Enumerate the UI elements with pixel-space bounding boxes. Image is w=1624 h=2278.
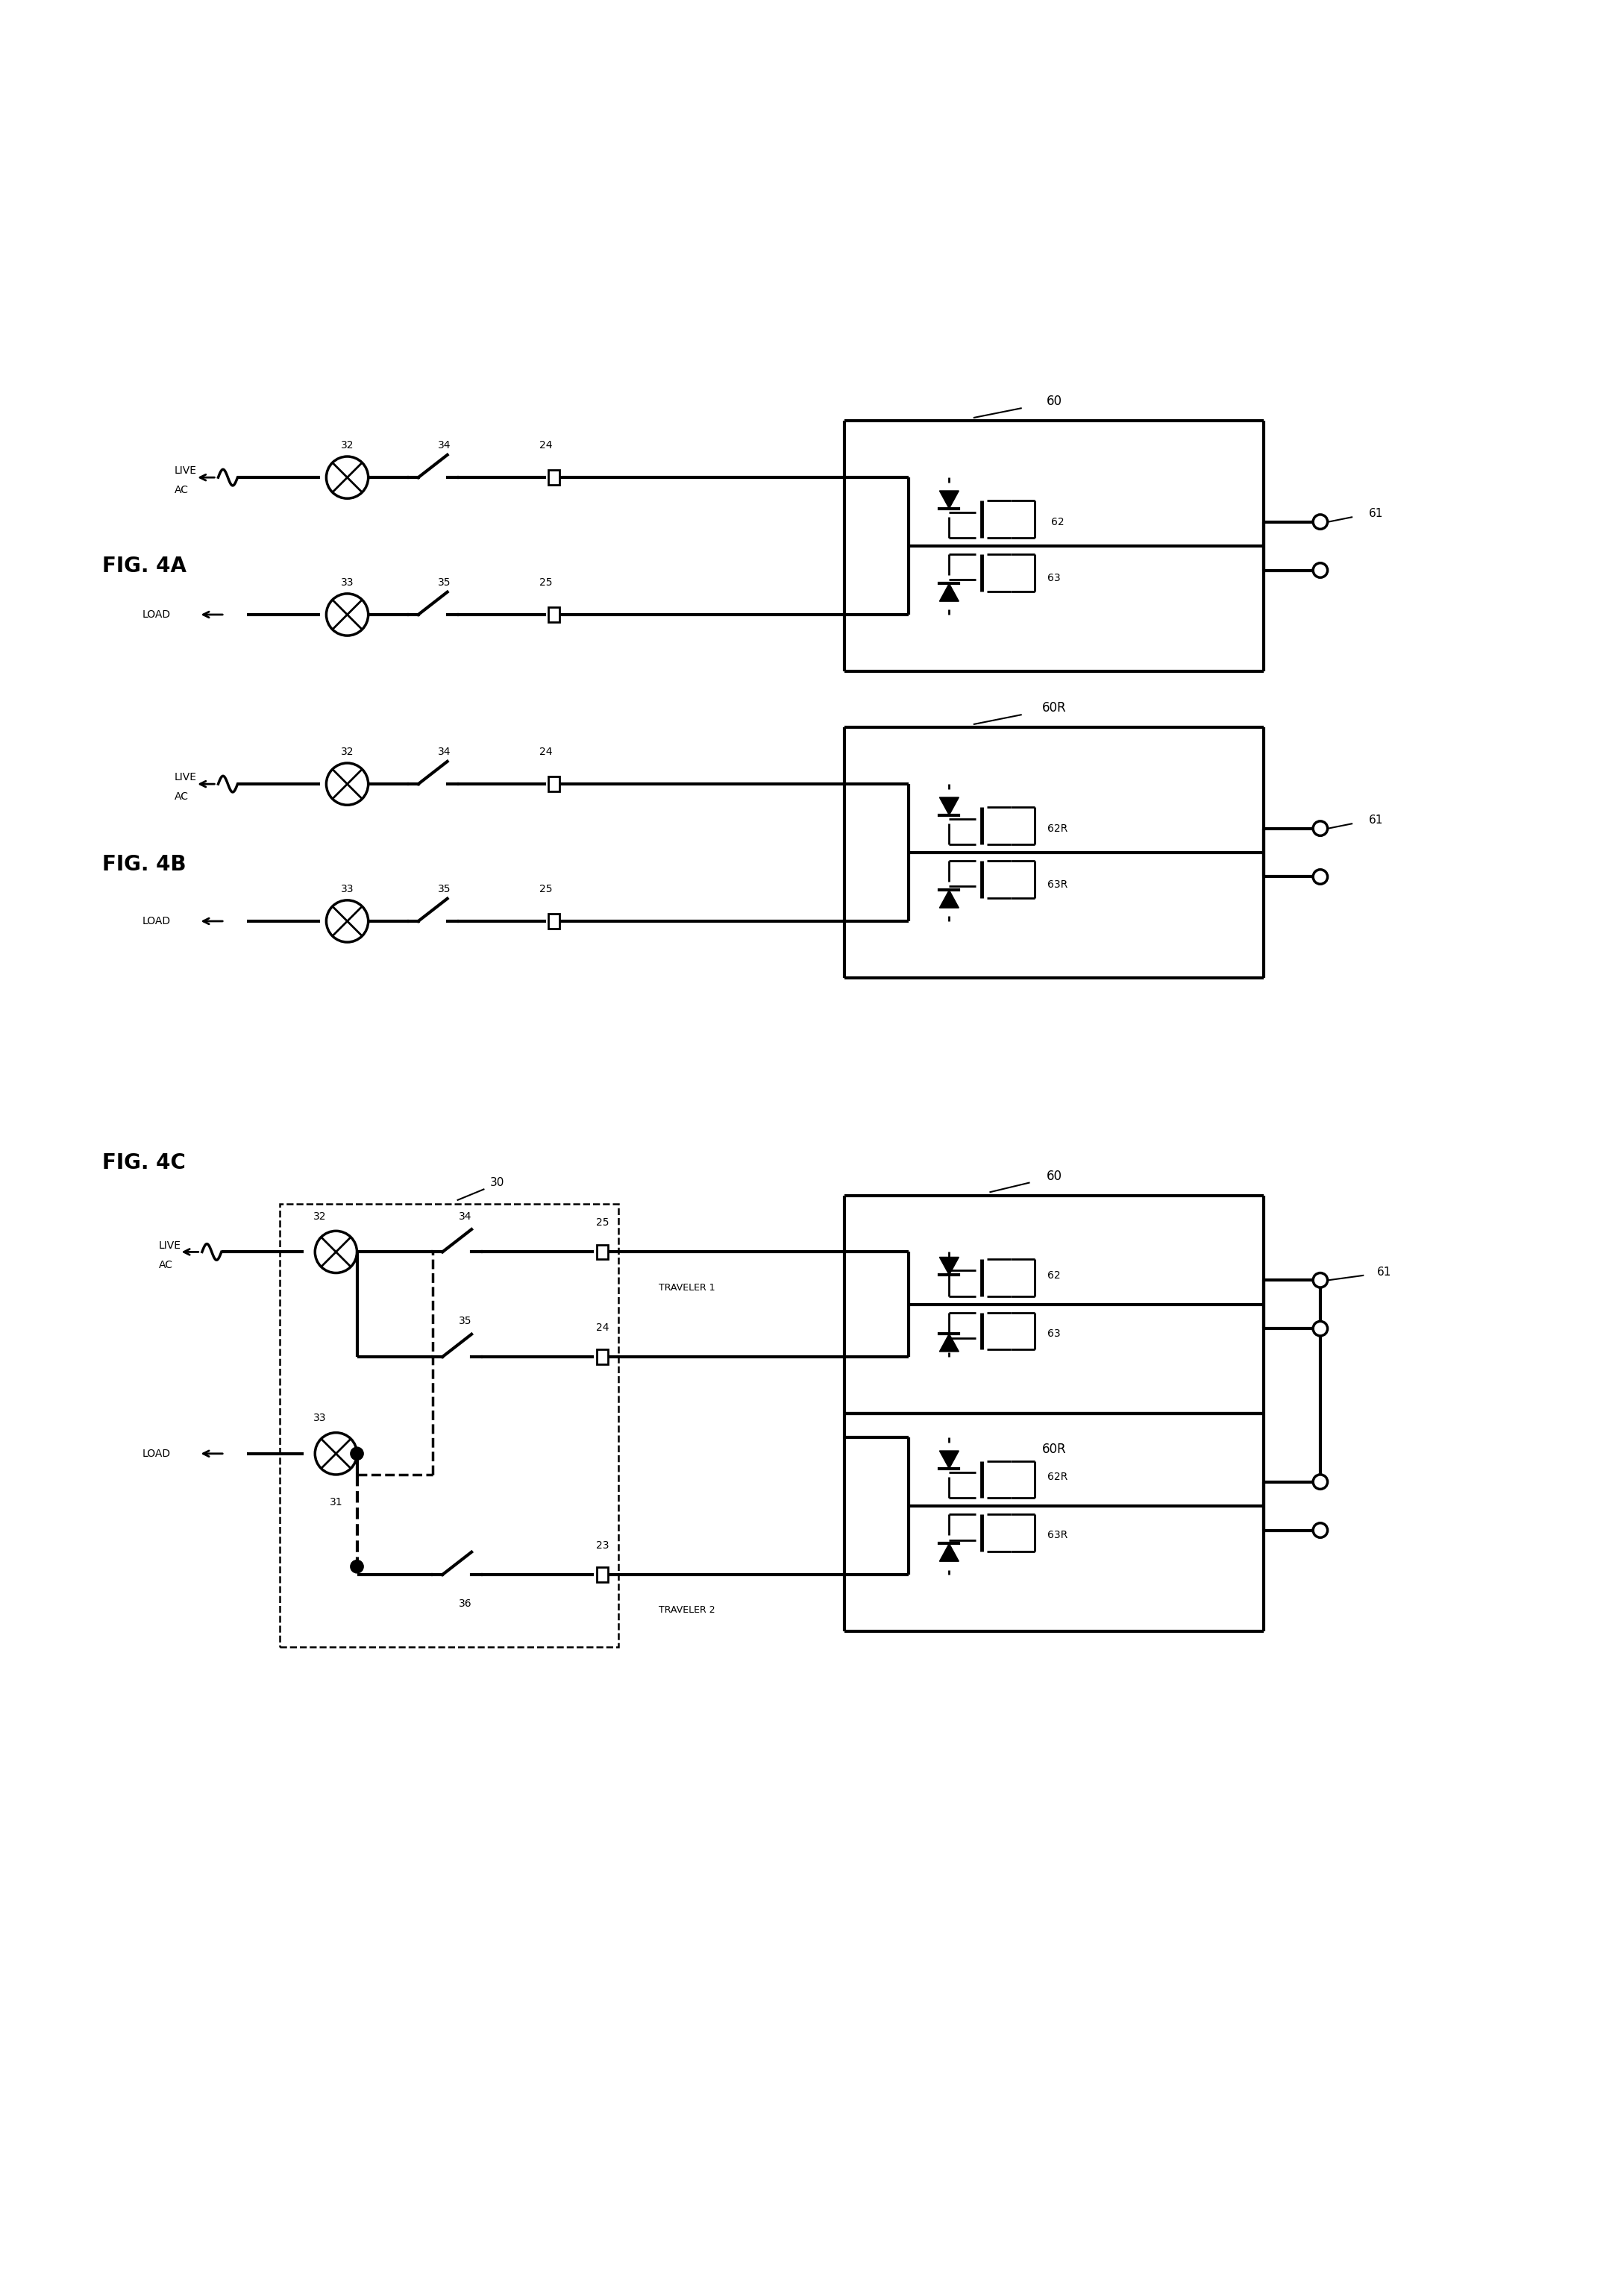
Bar [596, 1567, 607, 1581]
Text: 63: 63 [1047, 1328, 1060, 1339]
Text: 32: 32 [313, 1212, 326, 1221]
Bar [596, 1349, 607, 1365]
Circle shape [1314, 1273, 1327, 1287]
Text: 35: 35 [437, 884, 450, 895]
Polygon shape [939, 1451, 958, 1469]
Polygon shape [939, 1335, 958, 1351]
Text: LIVE: LIVE [159, 1239, 180, 1251]
Text: 60: 60 [1046, 1169, 1062, 1182]
Text: 32: 32 [341, 440, 354, 451]
Text: 63R: 63R [1047, 1531, 1069, 1540]
Text: 25: 25 [539, 576, 552, 588]
Text: TRAVELER 2: TRAVELER 2 [659, 1606, 715, 1615]
Circle shape [1314, 1524, 1327, 1538]
Text: 33: 33 [313, 1412, 326, 1424]
Text: 63R: 63R [1047, 879, 1069, 891]
Text: 62: 62 [1051, 517, 1064, 526]
Circle shape [1314, 820, 1327, 836]
Text: 31: 31 [330, 1497, 343, 1508]
Text: 62: 62 [1047, 1271, 1060, 1280]
Circle shape [1314, 1474, 1327, 1490]
Circle shape [1314, 870, 1327, 884]
Text: FIG. 4B: FIG. 4B [102, 854, 187, 875]
Polygon shape [939, 797, 958, 816]
Circle shape [1314, 563, 1327, 579]
Text: 62R: 62R [1047, 1472, 1069, 1483]
Circle shape [351, 1447, 364, 1460]
Text: 34: 34 [437, 440, 450, 451]
Text: AC: AC [159, 1260, 172, 1271]
Text: 25: 25 [539, 884, 552, 895]
Circle shape [1314, 1321, 1327, 1335]
Bar [279, 1203, 619, 1647]
Polygon shape [939, 1257, 958, 1276]
Text: 33: 33 [341, 884, 354, 895]
Text: TRAVELER 1: TRAVELER 1 [659, 1283, 715, 1292]
Text: AC: AC [175, 793, 188, 802]
Text: 60: 60 [1046, 394, 1062, 408]
Text: 60R: 60R [1043, 702, 1067, 715]
Text: 34: 34 [437, 747, 450, 756]
Polygon shape [939, 583, 958, 601]
Text: 32: 32 [341, 747, 354, 756]
Text: 33: 33 [341, 576, 354, 588]
Text: 34: 34 [458, 1212, 471, 1221]
Polygon shape [939, 1544, 958, 1560]
Text: 25: 25 [596, 1219, 609, 1228]
Text: 24: 24 [539, 440, 552, 451]
Circle shape [351, 1560, 364, 1574]
Text: LIVE: LIVE [175, 465, 197, 476]
Bar [549, 913, 559, 929]
Text: FIG. 4A: FIG. 4A [102, 556, 187, 576]
Bar [549, 777, 559, 790]
Text: 23: 23 [596, 1540, 609, 1551]
Text: AC: AC [175, 485, 188, 497]
Bar [596, 1244, 607, 1260]
Text: LOAD: LOAD [143, 611, 171, 620]
Text: 24: 24 [539, 747, 552, 756]
Text: 61: 61 [1377, 1267, 1392, 1278]
Text: 36: 36 [458, 1599, 471, 1608]
Bar [549, 469, 559, 485]
Text: 35: 35 [458, 1317, 471, 1326]
Circle shape [1314, 515, 1327, 528]
Text: LOAD: LOAD [143, 1449, 171, 1458]
Bar [549, 608, 559, 622]
Polygon shape [939, 490, 958, 508]
Text: 30: 30 [490, 1178, 505, 1189]
Polygon shape [939, 891, 958, 909]
Text: 24: 24 [596, 1324, 609, 1333]
Text: 61: 61 [1369, 508, 1384, 519]
Text: LOAD: LOAD [143, 916, 171, 927]
Text: 61: 61 [1369, 816, 1384, 827]
Text: 60R: 60R [1043, 1442, 1067, 1456]
Text: 62R: 62R [1047, 822, 1069, 834]
Text: 63: 63 [1047, 574, 1060, 583]
Text: 35: 35 [437, 576, 450, 588]
Text: LIVE: LIVE [175, 772, 197, 784]
Text: FIG. 4C: FIG. 4C [102, 1153, 185, 1173]
